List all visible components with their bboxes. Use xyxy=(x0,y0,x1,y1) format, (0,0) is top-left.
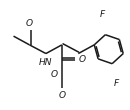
Text: F: F xyxy=(113,79,119,88)
Text: O: O xyxy=(51,70,58,79)
Text: O: O xyxy=(79,55,86,64)
Text: F: F xyxy=(99,10,105,19)
Text: HN: HN xyxy=(39,58,53,67)
Text: O: O xyxy=(58,91,65,100)
Text: O: O xyxy=(26,19,33,28)
